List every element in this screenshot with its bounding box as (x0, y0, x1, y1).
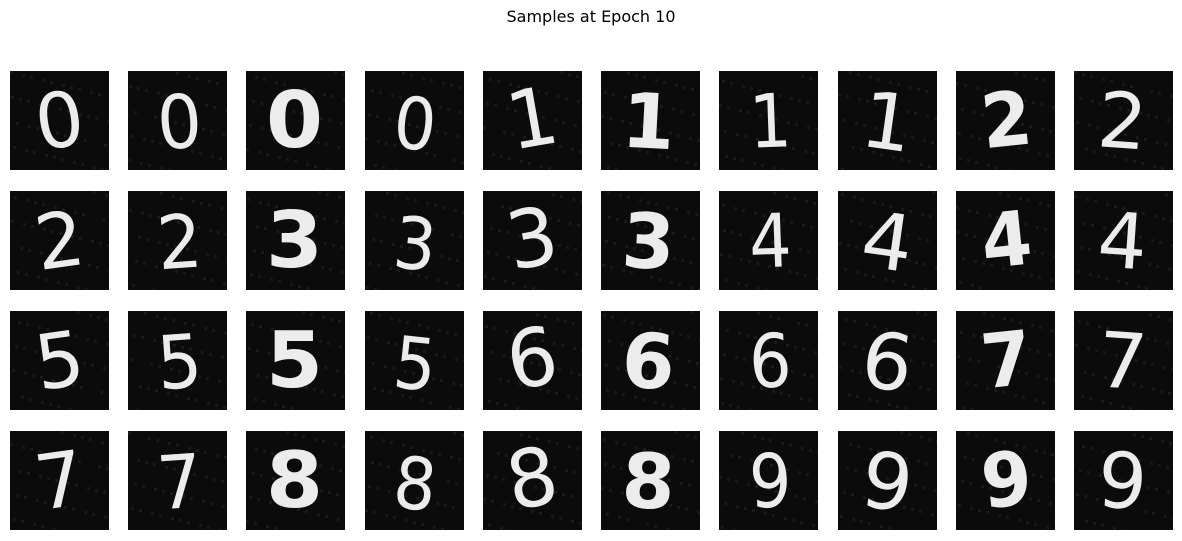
sample-image-r1-c2: 0 (128, 71, 227, 170)
sample-image-r3-c1: 5 (10, 311, 109, 410)
sample-image-r2-c3: 3 (246, 191, 345, 290)
sample-image-r4-c6: 8 (601, 431, 700, 530)
sample-image-r3-c8: 6 (838, 311, 937, 410)
sample-image-r2-c10: 4 (1074, 191, 1173, 290)
sample-image-r2-c1: 2 (10, 191, 109, 290)
digit-label: 5 (154, 319, 205, 408)
digit-label: 7 (977, 315, 1036, 406)
digit-label: 2 (977, 75, 1036, 166)
digit-label: 3 (620, 196, 677, 288)
sample-image-r3-c6: 6 (601, 311, 700, 410)
digit-label: 0 (29, 73, 89, 168)
sample-image-r2-c2: 2 (128, 191, 227, 290)
sample-image-r4-c2: 7 (128, 431, 227, 530)
sample-image-r1-c3: 0 (246, 71, 345, 170)
sample-image-r4-c8: 9 (838, 431, 937, 530)
sample-image-r2-c8: 4 (838, 191, 937, 290)
sample-image-r3-c5: 6 (483, 311, 582, 410)
digit-label: 0 (390, 82, 441, 169)
digit-label: 4 (977, 195, 1036, 286)
digit-label: 0 (154, 79, 205, 168)
digit-label: 9 (748, 438, 793, 526)
sample-image-r3-c10: 7 (1074, 311, 1173, 410)
digit-label: 9 (1095, 436, 1150, 528)
digit-label: 2 (29, 193, 89, 288)
sample-image-r3-c7: 6 (719, 311, 818, 410)
digit-label: 1 (748, 78, 793, 166)
digit-label: 3 (390, 202, 441, 289)
digit-label: 7 (154, 439, 205, 528)
sample-image-r3-c4: 5 (365, 311, 464, 410)
digit-label: 0 (266, 75, 323, 166)
digit-label: 5 (390, 322, 441, 409)
digit-label: 8 (499, 431, 564, 529)
sample-image-r1-c9: 2 (956, 71, 1055, 170)
digit-label: 4 (1095, 196, 1150, 288)
digit-label: 8 (390, 442, 441, 529)
digit-label: 3 (266, 195, 323, 286)
sample-image-r1-c5: 1 (483, 71, 582, 170)
sample-image-r3-c2: 5 (128, 311, 227, 410)
sample-image-r2-c4: 3 (365, 191, 464, 290)
sample-image-r1-c8: 1 (838, 71, 937, 170)
sample-image-r2-c5: 3 (483, 191, 582, 290)
sample-image-r4-c10: 9 (1074, 431, 1173, 530)
digit-label: 6 (620, 316, 677, 408)
digit-label: 2 (154, 199, 205, 288)
sample-image-r3-c9: 7 (956, 311, 1055, 410)
digit-label: 2 (1095, 76, 1150, 168)
sample-image-r4-c9: 9 (956, 431, 1055, 530)
digit-label: 5 (29, 313, 89, 408)
sample-image-r1-c6: 1 (601, 71, 700, 170)
digit-label: 7 (1095, 316, 1150, 408)
digit-label: 5 (266, 315, 323, 406)
digit-label: 6 (856, 314, 919, 410)
digit-label: 1 (856, 74, 919, 170)
digit-label: 8 (266, 435, 323, 526)
sample-image-r1-c1: 0 (10, 71, 109, 170)
digit-label: 1 (499, 71, 564, 169)
sample-image-r4-c4: 8 (365, 431, 464, 530)
sample-image-r3-c3: 5 (246, 311, 345, 410)
sample-image-r4-c7: 9 (719, 431, 818, 530)
digit-label: 6 (748, 318, 793, 406)
digit-label: 1 (620, 76, 677, 168)
digit-label: 6 (499, 311, 564, 409)
digit-label: 9 (856, 434, 919, 530)
sample-image-r2-c9: 4 (956, 191, 1055, 290)
digit-label: 9 (977, 435, 1036, 526)
digit-label: 4 (856, 194, 919, 290)
figure-title: Samples at Epoch 10 (506, 7, 676, 26)
sample-image-r1-c4: 0 (365, 71, 464, 170)
sample-image-r1-c7: 1 (719, 71, 818, 170)
digit-label: 7 (29, 433, 89, 528)
sample-image-r4-c3: 8 (246, 431, 345, 530)
sample-image-r2-c7: 4 (719, 191, 818, 290)
sample-image-r4-c1: 7 (10, 431, 109, 530)
digit-label: 4 (748, 198, 793, 286)
sample-image-r2-c6: 3 (601, 191, 700, 290)
sample-image-r1-c10: 2 (1074, 71, 1173, 170)
digit-label: 3 (499, 191, 564, 289)
digit-label: 8 (620, 436, 677, 528)
sample-image-r4-c5: 8 (483, 431, 582, 530)
